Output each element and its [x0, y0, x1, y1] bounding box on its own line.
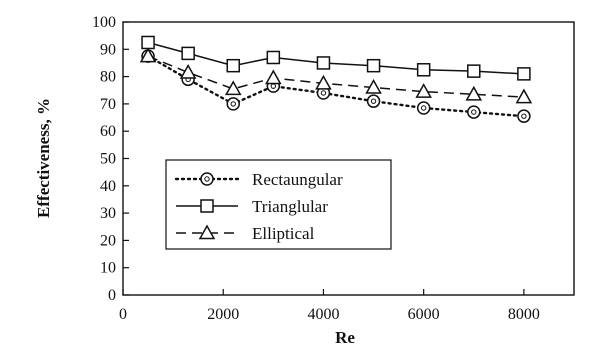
data-point — [415, 83, 432, 98]
legend-label: Rectaungular — [252, 170, 343, 189]
x-tick-label: 4000 — [307, 306, 339, 323]
data-point-inner — [230, 101, 236, 107]
data-point — [181, 46, 195, 61]
axes-layer: 0 10 20 30 40 50 60 70 80 90 100 0 2000 4000 6000 8000 — [92, 14, 575, 323]
y-tick-label: 10 — [100, 260, 116, 277]
data-point — [139, 47, 157, 63]
data-point — [179, 63, 197, 79]
data-point — [465, 85, 483, 101]
y-tick-label: 50 — [100, 151, 116, 168]
data-point — [467, 105, 481, 119]
data-point — [515, 88, 533, 104]
data-point — [141, 35, 155, 50]
legend-marker-inner — [204, 176, 210, 182]
y-tick-label: 80 — [100, 69, 116, 86]
data-point — [224, 80, 242, 96]
y-tick-label: 100 — [92, 14, 116, 31]
series-layer — [139, 35, 533, 123]
legend-item: Trianglular — [176, 197, 328, 216]
y-tick-label: 30 — [100, 205, 116, 222]
data-point — [416, 63, 431, 77]
data-point-inner — [420, 105, 427, 111]
data-point-inner — [320, 90, 327, 96]
y-tick-label: 60 — [100, 123, 116, 140]
y-tick-label: 40 — [100, 178, 116, 195]
series-2 — [141, 35, 531, 81]
data-point — [265, 69, 282, 85]
data-point — [517, 67, 531, 81]
x-tick-label: 8000 — [508, 306, 540, 323]
data-point — [366, 58, 381, 73]
legend-label: Trianglular — [252, 197, 328, 216]
y-axis-title: Effectiveness, % — [34, 98, 53, 218]
y-tick-label: 20 — [100, 232, 116, 249]
data-point-inner — [370, 98, 377, 104]
data-point — [365, 78, 382, 94]
data-point — [467, 64, 481, 78]
data-point — [416, 101, 431, 115]
data-point — [226, 58, 240, 73]
data-point — [316, 56, 331, 70]
x-tick-label: 6000 — [408, 306, 440, 323]
data-point-inner — [471, 109, 477, 115]
data-point — [226, 97, 240, 111]
legend-marker — [200, 199, 214, 213]
y-tick-label: 70 — [100, 96, 116, 113]
plot-frame — [122, 21, 575, 296]
series-1 — [141, 49, 531, 123]
y-tick-label: 90 — [100, 41, 116, 58]
x-tick-label: 2000 — [207, 306, 239, 323]
data-point — [366, 94, 381, 108]
legend-item: Elliptical — [176, 224, 315, 243]
legend-label: Elliptical — [252, 224, 315, 243]
x-axis-title: Re — [335, 328, 355, 347]
data-point-inner — [521, 113, 527, 119]
series-3 — [139, 47, 533, 104]
data-point — [517, 109, 531, 123]
x-tick-label: 0 — [119, 306, 127, 323]
legend-marker — [198, 224, 216, 240]
legend-layer: Rectaungular Trianglular Elliptical — [165, 159, 392, 250]
data-point — [315, 74, 332, 90]
legend-item: Rectaungular — [174, 170, 343, 189]
legend-marker — [200, 172, 214, 186]
y-tick-label: 0 — [108, 287, 116, 304]
data-point — [266, 50, 281, 65]
